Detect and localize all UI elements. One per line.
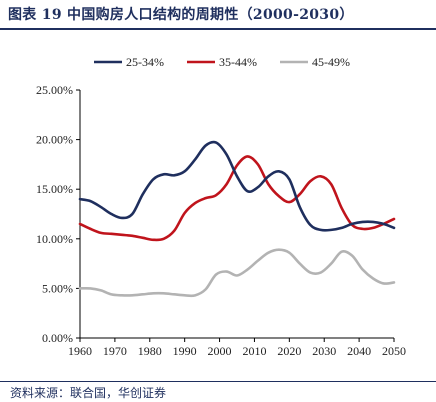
x-tick-label: 1990 xyxy=(173,344,197,358)
x-tick-label: 2030 xyxy=(312,344,336,358)
chart-axes: 0.00% 5.00% 10.00% 15.00% 20.00% 25.00% 1960 19… xyxy=(36,83,406,358)
legend-label: 25-34% xyxy=(126,55,164,69)
chart-title: 图表 19 中国购房人口结构的周期性（2000-2030） xyxy=(8,7,354,23)
y-tick-label: 25.00% xyxy=(36,83,73,97)
chart-series xyxy=(78,140,396,298)
x-tick-label: 1960 xyxy=(68,344,92,358)
source-note: 资料来源：联合国，华创证券 xyxy=(10,386,167,400)
y-tick-label: 5.00% xyxy=(42,281,73,295)
chart-legend: 25-34% 35-44% 45-49% xyxy=(94,55,350,69)
series-line-25-34% xyxy=(78,140,396,232)
title-divider xyxy=(0,28,436,30)
footer-divider xyxy=(0,381,436,382)
series-line-35-44% xyxy=(78,155,396,242)
x-tick-label: 2050 xyxy=(382,344,406,358)
y-tick-label: 15.00% xyxy=(36,182,73,196)
y-tick-label: 20.00% xyxy=(36,133,73,147)
y-tick-label: 10.00% xyxy=(36,232,73,246)
series-line-45-49% xyxy=(78,248,396,298)
y-tick-label: 0.00% xyxy=(42,331,73,345)
x-tick-label: 2000 xyxy=(208,344,232,358)
x-tick-label: 2010 xyxy=(242,344,266,358)
x-tick-label: 2040 xyxy=(347,344,371,358)
legend-label: 45-49% xyxy=(312,55,350,69)
x-tick-label: 1970 xyxy=(103,344,127,358)
legend-label: 35-44% xyxy=(219,55,257,69)
x-tick-label: 2020 xyxy=(277,344,301,358)
x-tick-label: 1980 xyxy=(138,344,162,358)
